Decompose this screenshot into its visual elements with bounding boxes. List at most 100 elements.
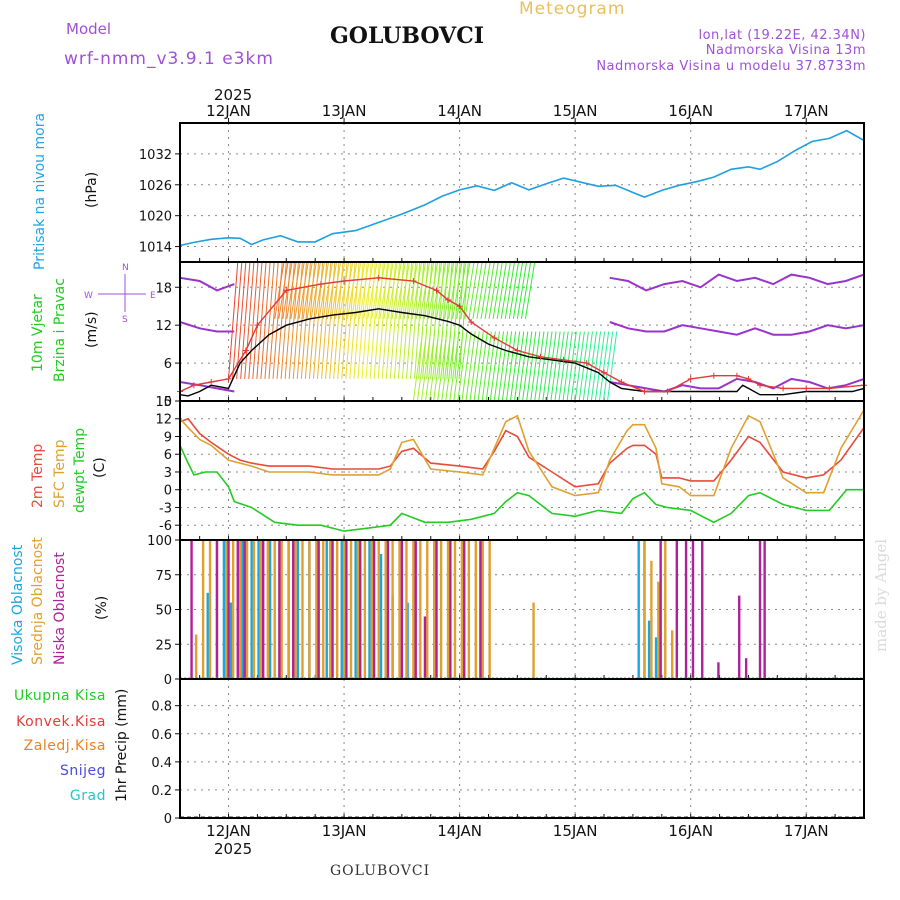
wind-barb	[444, 261, 455, 319]
gust-marker	[514, 347, 521, 354]
gust-marker	[375, 274, 382, 281]
cloud-bar-low_cloud	[691, 540, 695, 679]
cloud-bar-mid_cloud	[231, 540, 235, 679]
wind-barb	[290, 261, 301, 319]
cloud-bar-mid_cloud	[308, 540, 311, 679]
wind-barb	[395, 261, 406, 319]
ytick-label-temperature-7: 15	[155, 395, 172, 410]
wind-barb	[513, 331, 525, 402]
cloud-bar-low_cloud	[400, 540, 404, 679]
cloud-bar-low_cloud	[190, 540, 193, 679]
wind-barb	[582, 331, 593, 402]
cloud-bar-mid_cloud	[245, 540, 249, 679]
series-line-temperature-0	[179, 417, 865, 488]
wind-barb	[476, 261, 487, 319]
wind-barb	[492, 261, 503, 319]
cloud-bar-mid_cloud	[273, 540, 276, 679]
gust-marker	[225, 375, 232, 382]
panel-wind: 0 6 12 18	[155, 261, 867, 410]
wind-barb	[594, 331, 606, 402]
gust-marker	[733, 372, 740, 379]
ytick-label-temperature-1: -3	[159, 501, 172, 516]
wind-unit-label: (m/s)	[84, 311, 100, 348]
wind-barb	[542, 331, 553, 402]
wind-barb	[520, 261, 532, 319]
cloud-axis-label-2: Srednja Oblacnost	[30, 537, 46, 665]
cloud-bar-low_cloud	[261, 540, 265, 679]
wind-barb	[407, 261, 418, 319]
panel-frame-temperature	[179, 400, 865, 541]
gust-marker	[757, 382, 764, 389]
gust-marker	[190, 382, 197, 389]
legend-hail: Grad	[70, 788, 106, 804]
wind-barb	[420, 331, 432, 402]
wind-barb	[355, 261, 366, 319]
wind-axis-label-2: Brzina i Pravac	[52, 278, 68, 382]
wind-axis-label-1: 10m Vjetar	[30, 294, 46, 372]
wind-barb	[469, 331, 480, 402]
wind-barb	[423, 261, 435, 319]
ytick-label-precip-0: 0	[164, 812, 172, 827]
wind-barb	[480, 261, 491, 319]
cloud-bar-high_cloud	[368, 540, 371, 679]
wind-barb	[306, 261, 317, 319]
cloud-bar-mid_cloud	[453, 540, 457, 679]
wind-barb	[566, 331, 577, 402]
cloud-bar-low_cloud	[435, 540, 438, 679]
compass-west: W	[84, 291, 93, 301]
gust-marker	[560, 356, 567, 363]
cloud-bar-low_cloud	[414, 540, 417, 679]
cloud-bar-high_cloud	[222, 540, 226, 679]
gust-marker	[537, 353, 544, 360]
gust-marker	[583, 360, 590, 367]
cloud-bar-mid_cloud	[439, 540, 443, 679]
cloud-bar-mid_cloud	[664, 540, 667, 679]
cloud-bar-low_cloud	[243, 540, 246, 679]
cloud-bar-mid_cloud	[301, 540, 304, 679]
ytick-label-temperature-4: 6	[164, 448, 172, 463]
panel-precip: 0 0.2 0.4 0.6 0.8	[151, 678, 865, 827]
wind-barb	[493, 331, 505, 402]
wind-barb	[437, 331, 448, 402]
cloud-bar-low_cloud	[359, 540, 362, 679]
wind-barb	[298, 261, 309, 319]
wind-barb	[530, 331, 541, 402]
cloud-bar-low_cloud	[215, 540, 219, 679]
ytick-label-clouds-2: 50	[155, 604, 172, 619]
wind-barb	[449, 331, 460, 402]
ytick-label-temperature-3: 3	[164, 466, 172, 481]
wind-barb	[427, 261, 439, 319]
cloud-bar-high_cloud	[257, 540, 260, 679]
wind-barb	[457, 331, 468, 402]
wind-barb	[496, 261, 507, 319]
xtick-label-top-0: 12JAN	[206, 102, 251, 120]
cloud-bar-mid_cloud	[252, 540, 256, 679]
altitude-text: Nadmorska Visina 13m	[706, 43, 866, 58]
wind-barb	[416, 331, 428, 402]
wind-barb	[314, 261, 325, 319]
cloud-bar-mid_cloud	[474, 540, 477, 679]
compass-north: N	[122, 263, 129, 273]
xtick-label-bottom-5: 17JAN	[784, 822, 829, 840]
cloud-bar-low_cloud	[659, 540, 662, 679]
ytick-label-wind-3: 18	[155, 281, 172, 296]
xtick-label-bottom-3: 15JAN	[553, 822, 598, 840]
cloud-bar-mid_cloud	[349, 540, 353, 679]
gust-marker	[445, 296, 452, 303]
wind-barb	[473, 331, 484, 402]
credit-watermark: made by Angel	[872, 539, 890, 652]
cloud-bar-low_cloud	[423, 616, 427, 679]
wind-barb	[429, 331, 440, 402]
cloud-bar-mid_cloud	[419, 540, 422, 679]
wind-direction-trace-left-0	[179, 276, 235, 292]
cloud-bar-low_cloud	[278, 540, 281, 679]
wind-barb	[489, 331, 500, 402]
cloud-bar-high_cloud	[325, 540, 328, 679]
wind-barb	[464, 261, 475, 319]
temp-axis-label-2: SFC Temp	[52, 439, 68, 508]
wind-barb	[497, 331, 509, 402]
cloud-bar-high_cloud	[654, 637, 658, 679]
cloud-bar-low_cloud	[386, 540, 390, 679]
ytick-label-precip-1: 0.2	[151, 784, 172, 799]
